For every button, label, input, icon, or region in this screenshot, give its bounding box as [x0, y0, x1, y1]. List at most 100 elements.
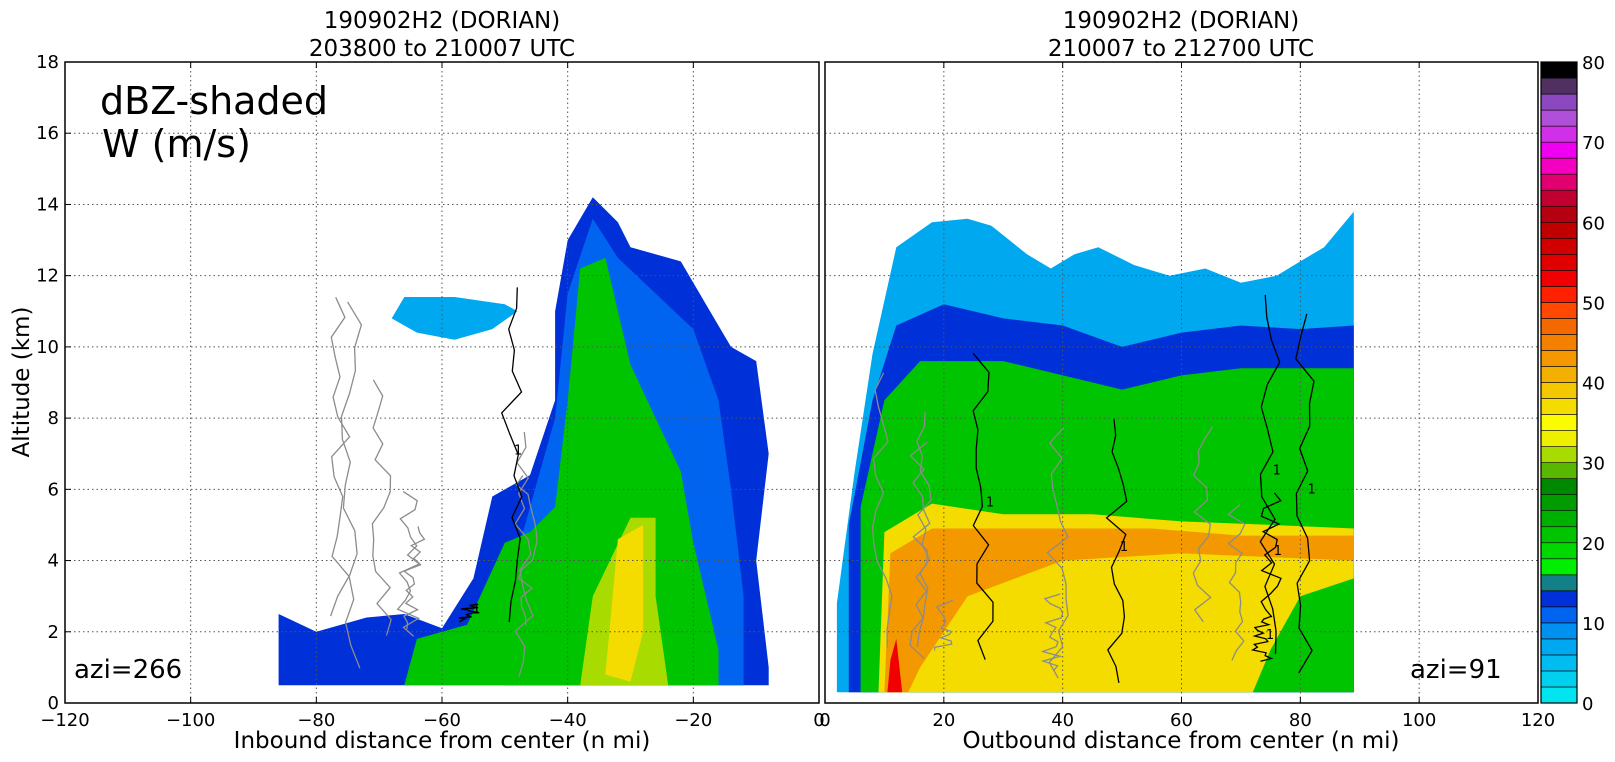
contour-label: 1 — [472, 602, 480, 617]
colorbar-tick-label: 70 — [1582, 133, 1605, 154]
colorbar-bin — [1540, 93, 1578, 111]
x-tick-label: 40 — [1051, 710, 1074, 731]
contour-label: 1 — [1120, 540, 1128, 555]
colorbar-tick-label: 40 — [1582, 374, 1605, 395]
colorbar-bin — [1540, 478, 1578, 495]
colorbar-bin — [1540, 286, 1578, 303]
left-grid — [65, 62, 819, 703]
annotation-dbz-shaded: dBZ-shaded — [100, 79, 328, 123]
left-x-axis-label: Inbound distance from center (n mi) — [234, 728, 651, 754]
colorbar-bin — [1540, 526, 1578, 544]
colorbar-bin — [1540, 350, 1578, 367]
colorbar-bin — [1540, 558, 1578, 576]
y-tick-label: 0 — [48, 693, 59, 714]
colorbar-bin — [1540, 446, 1578, 463]
x-tick-label: −20 — [674, 710, 712, 731]
right-x-axis-label: Outbound distance from center (n mi) — [963, 728, 1400, 754]
downdraft-contour — [515, 475, 538, 626]
x-tick-label: −60 — [423, 710, 461, 731]
updraft-contour — [1295, 313, 1315, 674]
contour-label: 1 — [514, 444, 522, 459]
colorbar-bin — [1540, 61, 1578, 79]
colorbar-bin — [1540, 382, 1578, 399]
downdraft-contour — [402, 526, 426, 629]
left-w-contours: 11 — [329, 287, 538, 678]
colorbar-bin — [1540, 686, 1578, 704]
colorbar-tick-label: 50 — [1582, 293, 1605, 314]
colorbar-bin — [1540, 221, 1578, 239]
contour-label: 1 — [1266, 628, 1274, 643]
downdraft-contour — [371, 379, 392, 636]
x-tick-label: 120 — [1521, 710, 1555, 731]
downdraft-contour — [1227, 504, 1246, 661]
colorbar-bin — [1540, 654, 1578, 672]
downdraft-contour — [933, 599, 954, 651]
right-panel: 190902H2 (DORIAN) 210007 to 212700 UTC 1… — [819, 8, 1555, 754]
colorbar-bin — [1540, 638, 1578, 656]
y-tick-label: 6 — [48, 479, 59, 500]
x-tick-label: 80 — [1289, 710, 1312, 731]
colorbar-bin — [1540, 318, 1578, 335]
colorbar-bin — [1540, 302, 1578, 319]
downdraft-contour — [1046, 426, 1069, 679]
updraft-contour — [1260, 492, 1282, 618]
colorbar-tick-labels: 0 10 20 30 40 50 60 70 80 — [1582, 53, 1605, 715]
updraft-contour — [1105, 418, 1128, 684]
downdraft-contour — [514, 432, 534, 678]
colorbar-tick-label: 80 — [1582, 53, 1605, 74]
colorbar-bin — [1540, 173, 1578, 191]
left-echo-layer — [278, 197, 769, 686]
left-y-tick-labels: 0 2 4 6 8 10 12 14 16 18 — [36, 52, 71, 714]
x-tick-label: 20 — [932, 710, 955, 731]
right-echo-layer — [836, 211, 1354, 693]
right-azimuth-label: azi=91 — [1410, 655, 1502, 685]
downdraft-contour — [329, 297, 351, 617]
colorbar-tick-label: 10 — [1582, 614, 1605, 635]
downdraft-contour — [909, 441, 931, 660]
colorbar-tick-label: 0 — [1582, 694, 1593, 715]
y-tick-label: 2 — [48, 622, 59, 643]
colorbar-bin — [1540, 606, 1578, 624]
colorbar-bins — [1540, 61, 1578, 704]
right-title-line2: 210007 to 212700 UTC — [1048, 36, 1314, 62]
colorbar-bin — [1540, 574, 1578, 592]
echo-region-4 — [884, 528, 1354, 693]
y-axis-label: Altitude (km) — [9, 307, 35, 458]
contour-label: 1 — [1274, 544, 1282, 559]
colorbar-bin — [1540, 590, 1578, 608]
colorbar-bin — [1540, 542, 1578, 560]
colorbar-bin — [1540, 237, 1578, 255]
colorbar-bin — [1540, 366, 1578, 383]
x-tick-label: 100 — [1402, 710, 1436, 731]
updraft-contour — [458, 603, 479, 623]
x-tick-label: 0 — [819, 710, 830, 731]
downdraft-contour — [1040, 593, 1064, 672]
right-w-contours: 1 1 1 1 1 1 — [871, 294, 1316, 684]
colorbar-bin — [1540, 398, 1578, 415]
colorbar-bin — [1540, 622, 1578, 640]
colorbar-bin — [1540, 670, 1578, 688]
y-tick-label: 16 — [36, 123, 59, 144]
colorbar-bin — [1540, 414, 1578, 431]
echo-region-5 — [887, 638, 903, 693]
updraft-contour — [1250, 615, 1274, 662]
x-tick-label: 60 — [1170, 710, 1193, 731]
colorbar-tick-label: 60 — [1582, 213, 1605, 234]
updraft-contour — [1259, 294, 1281, 654]
colorbar-bin — [1540, 462, 1578, 479]
right-x-tick-labels: 0 20 40 60 80 100 120 — [819, 62, 1555, 731]
downdraft-contour — [1192, 426, 1214, 623]
contour-label: 1 — [986, 495, 994, 510]
x-tick-label: −100 — [166, 710, 215, 731]
downdraft-contour — [871, 372, 893, 648]
left-x-tick-labels: −120 −100 −80 −60 −40 −20 0 — [40, 62, 825, 731]
y-tick-label: 12 — [36, 266, 59, 287]
colorbar-bin — [1540, 270, 1578, 287]
colorbar-bin — [1540, 494, 1578, 511]
updraft-contour — [972, 352, 994, 660]
y-tick-label: 10 — [36, 337, 59, 358]
contour-label: 1 — [1273, 463, 1281, 478]
right-grid — [825, 62, 1538, 703]
colorbar-bin — [1540, 77, 1578, 95]
